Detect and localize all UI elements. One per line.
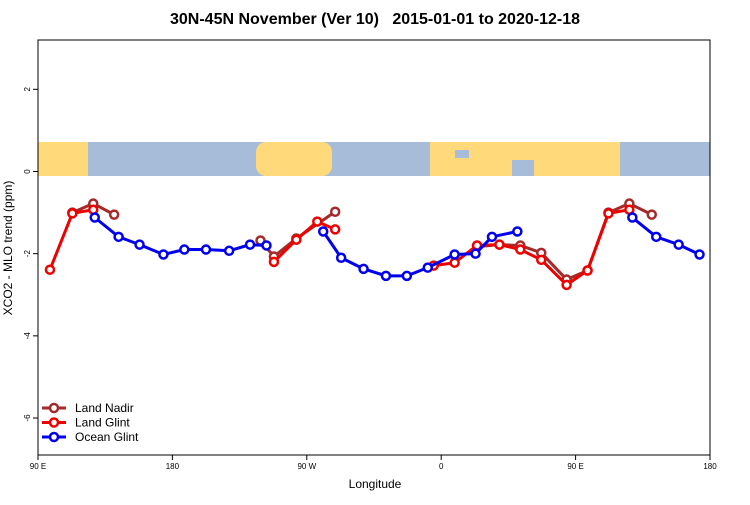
legend-marker: [48, 402, 60, 414]
x-axis-label: Longitude: [349, 477, 402, 491]
data-point: [179, 244, 190, 255]
data-point: [449, 249, 460, 260]
data-point: [113, 231, 124, 243]
y-axis-label: XCO2 - MLO trend (ppm): [1, 181, 15, 316]
data-point: [291, 234, 302, 245]
data-point: [470, 248, 481, 259]
data-point: [582, 265, 593, 276]
data-point: [158, 249, 169, 260]
data-point: [380, 270, 392, 282]
x-tick-label: 0: [439, 462, 444, 471]
data-point: [108, 209, 120, 220]
data-point: [515, 244, 526, 255]
y-tick-label: 2: [23, 87, 32, 92]
data-point: [134, 239, 145, 250]
data-point: [401, 270, 413, 282]
data-point: [329, 224, 341, 235]
data-point: [650, 231, 662, 243]
map-strip: [38, 142, 710, 176]
x-tick-label: 90 W: [297, 462, 316, 471]
data-point: [512, 226, 523, 237]
data-point: [646, 209, 658, 220]
x-tick-label: 90 E: [30, 462, 46, 471]
data-point: [67, 208, 78, 219]
data-point: [329, 206, 341, 218]
y-tick-label: 0: [23, 169, 32, 174]
legend-label: Land Glint: [75, 416, 130, 430]
data-point: [200, 244, 212, 255]
data-point: [89, 212, 100, 223]
chart-title: 30N-45N November (Ver 10) 2015-01-01 to …: [170, 11, 580, 28]
data-point: [603, 208, 614, 219]
data-point: [449, 257, 460, 268]
plot-frame: [37, 39, 711, 456]
data-point: [422, 262, 434, 273]
data-point: [244, 239, 256, 250]
data-point: [312, 216, 323, 227]
legend-marker: [48, 431, 60, 443]
legend-label: Ocean Glint: [75, 430, 139, 444]
data-point: [261, 240, 272, 251]
x-tick-label: 180: [703, 462, 717, 471]
data-point: [223, 245, 235, 257]
data-point: [358, 263, 369, 275]
y-tick-label: -2: [23, 250, 32, 258]
data-point: [673, 239, 684, 250]
y-tick-label: -4: [23, 332, 32, 340]
data-point: [561, 279, 572, 291]
data-point: [335, 252, 347, 264]
legend-marker: [48, 417, 60, 428]
data-point: [694, 249, 705, 260]
data-point: [486, 231, 498, 243]
data-point: [317, 226, 329, 237]
x-tick-label: 90 E: [567, 462, 583, 471]
data-point: [627, 212, 638, 223]
data-point: [536, 254, 547, 266]
data-point: [44, 264, 56, 275]
data-point: [268, 256, 280, 268]
legend-label: Land Nadir: [75, 401, 134, 415]
y-tick-label: -6: [23, 414, 32, 422]
data-point: [494, 239, 505, 250]
x-tick-label: 180: [166, 462, 180, 471]
